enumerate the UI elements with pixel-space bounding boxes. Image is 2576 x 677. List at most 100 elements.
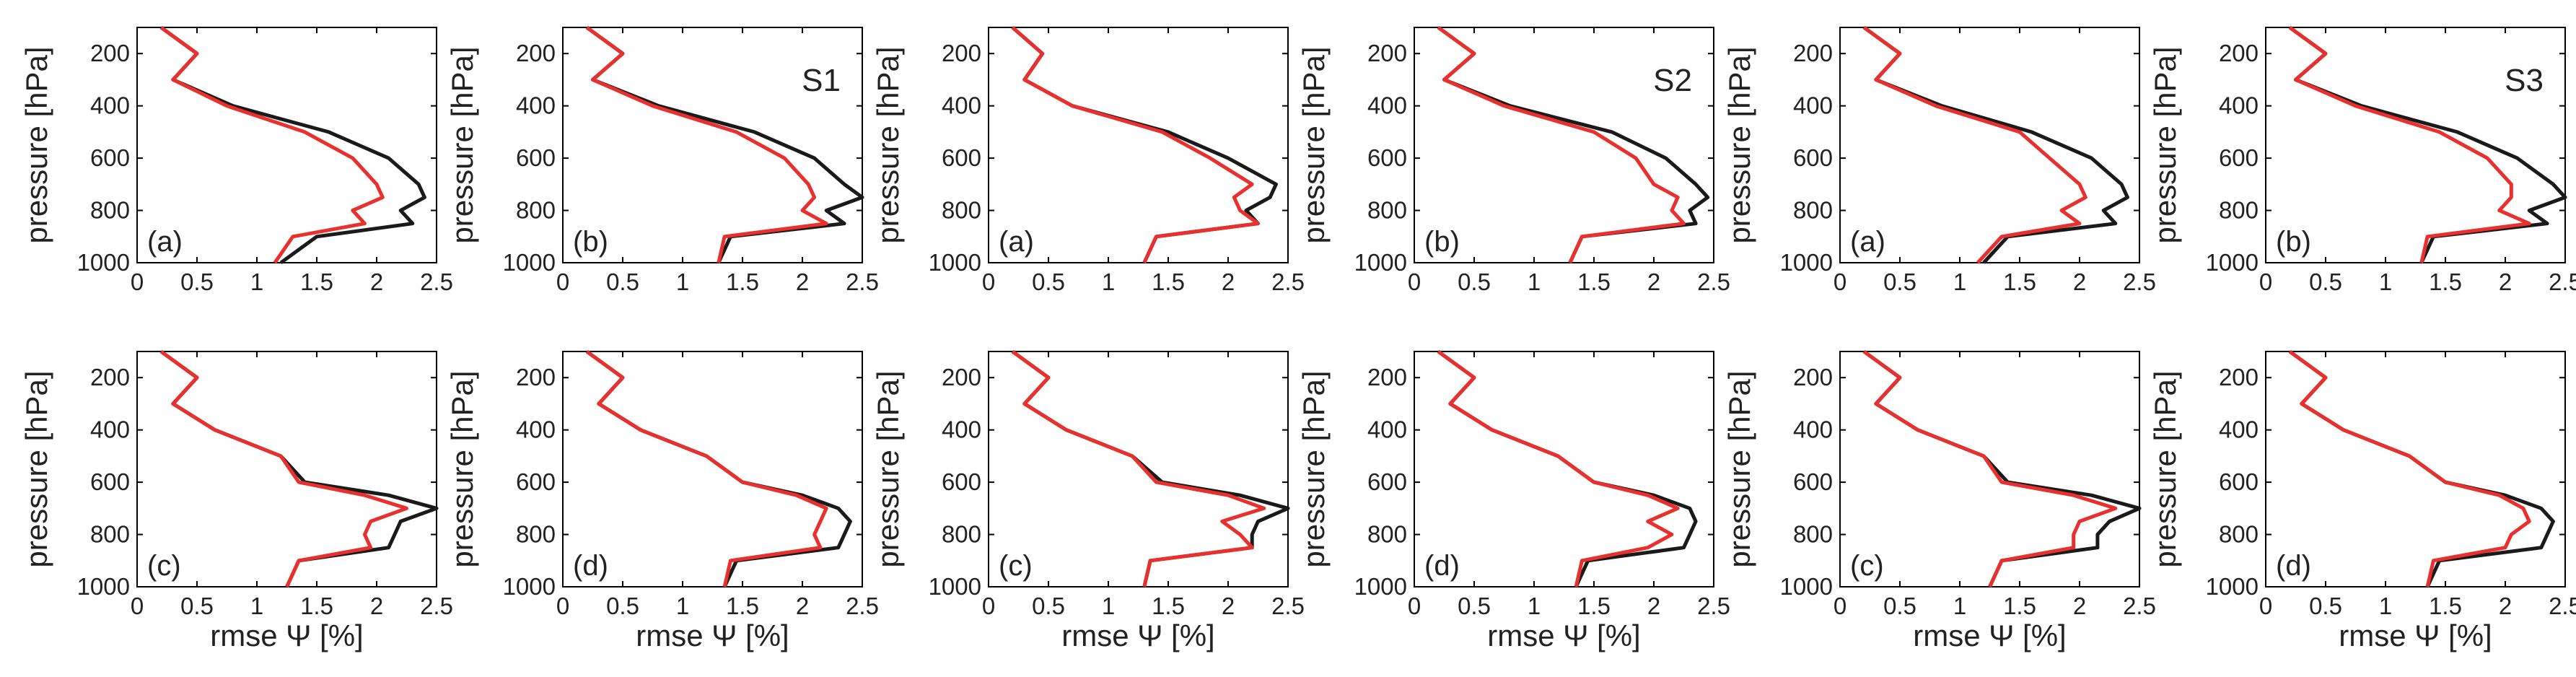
x-axis-label: rmse Ψ [%]	[210, 619, 363, 652]
x-tick-label: 1.5	[2003, 593, 2036, 619]
y-tick-label: 200	[516, 364, 556, 390]
x-tick-label: 0.5	[1883, 268, 1916, 295]
x-tick-label: 1.5	[300, 593, 333, 619]
y-tick-label: 400	[942, 416, 981, 443]
x-axis-label: rmse Ψ [%]	[1487, 619, 1640, 652]
panel-1-5: 0 0.5 1 1.5 2 2.5 200 400 600 800 1000 pressure [hP…	[1722, 25, 2156, 295]
y-tick-label: 200	[2219, 40, 2259, 66]
panel-label: (c)	[1850, 550, 1884, 582]
x-tick-label: 2.5	[2549, 268, 2576, 295]
panel-label: (d)	[573, 550, 608, 582]
y-tick-label: 1000	[929, 573, 981, 600]
panel-label: (d)	[2276, 550, 2311, 582]
x-tick-label: 1	[1528, 268, 1541, 295]
series-line-black	[1011, 349, 1290, 588]
y-tick-label: 200	[1367, 40, 1407, 66]
panel-label: (b)	[573, 226, 608, 258]
y-tick-label: 800	[1367, 197, 1407, 224]
axes-frame	[988, 351, 1289, 588]
y-tick-label: 800	[2219, 197, 2259, 224]
y-tick-label: 200	[942, 40, 981, 66]
x-tick-label: 2.5	[846, 593, 879, 619]
y-axis-label: pressure [hPa]	[445, 46, 479, 243]
x-tick-label: 1.5	[1152, 593, 1185, 619]
y-tick-label: 200	[516, 40, 556, 66]
x-tick-label: 2	[796, 593, 809, 619]
y-tick-label: 600	[516, 144, 556, 171]
x-tick-label: 2.5	[1697, 593, 1730, 619]
x-tick-label: 0	[1834, 593, 1846, 619]
axes-frame	[136, 27, 437, 263]
y-axis-label: pressure [hPa]	[2148, 370, 2182, 567]
set-label: S2	[1653, 63, 1692, 98]
x-tick-label: 1	[1102, 593, 1115, 619]
x-tick-label: 1.5	[2429, 268, 2462, 295]
x-tick-label: 0.5	[180, 268, 214, 295]
y-axis-label: pressure [hPa]	[445, 370, 479, 567]
y-axis-label: pressure [hPa]	[1722, 46, 1756, 243]
y-tick-label: 1000	[2206, 249, 2259, 276]
series-line-red	[1437, 349, 1680, 588]
x-tick-label: 1	[2379, 593, 2392, 619]
x-tick-label: 0.5	[606, 593, 639, 619]
panel-2-2: 0 0.5 1 1.5 2 2.5 200 400 600 800 1000 pressure [hP…	[445, 349, 879, 652]
x-tick-label: 0	[982, 268, 995, 295]
x-tick-label: 0	[2259, 268, 2272, 295]
x-tick-label: 1	[1102, 268, 1115, 295]
panel-label: (c)	[999, 550, 1033, 582]
y-tick-label: 600	[1793, 144, 1833, 171]
x-tick-label: 1	[250, 593, 263, 619]
y-tick-label: 400	[1793, 416, 1833, 443]
y-axis-label: pressure [hPa]	[2148, 46, 2182, 243]
axes-frame	[562, 351, 863, 588]
x-tick-label: 1	[1528, 593, 1541, 619]
x-tick-label: 1	[1953, 268, 1966, 295]
y-axis-label: pressure [hPa]	[1722, 370, 1756, 567]
series-line-red	[1011, 349, 1266, 588]
axes-frame	[1414, 27, 1714, 263]
panel-2-4: 0 0.5 1 1.5 2 2.5 200 400 600 800 1000 pressure [hP…	[1297, 349, 1730, 652]
axes-frame	[1414, 351, 1714, 588]
x-tick-label: 2.5	[1697, 268, 1730, 295]
series-line-red	[159, 349, 408, 588]
x-tick-label: 0	[1834, 268, 1846, 295]
y-tick-label: 1000	[77, 573, 130, 600]
series-line-red	[585, 25, 828, 263]
x-tick-label: 0	[131, 268, 144, 295]
y-tick-label: 400	[1367, 416, 1407, 443]
series-line-red	[1011, 26, 1260, 264]
x-tick-label: 1	[676, 268, 689, 295]
y-tick-label: 1000	[1780, 573, 1833, 600]
panel-label: (b)	[2276, 226, 2311, 258]
axes-frame	[2265, 27, 2566, 263]
x-tick-label: 2	[1647, 593, 1660, 619]
series-line-black	[159, 349, 439, 588]
y-tick-label: 600	[2219, 468, 2259, 495]
series-line-black	[159, 25, 426, 265]
x-tick-label: 0.5	[180, 593, 214, 619]
y-tick-label: 1000	[1354, 573, 1407, 600]
x-tick-label: 0	[1408, 593, 1421, 619]
y-tick-label: 800	[1793, 197, 1833, 224]
x-axis-label: rmse Ψ [%]	[636, 619, 789, 652]
y-tick-label: 800	[516, 197, 556, 224]
panel-1-1: 0 0.5 1 1.5 2 2.5 200 400 600 800 1000 pressure [hP…	[19, 25, 453, 295]
y-tick-label: 200	[1793, 364, 1833, 390]
y-tick-label: 600	[942, 144, 981, 171]
y-axis-label: pressure [hPa]	[1297, 46, 1331, 243]
series-line-red	[1862, 349, 2118, 588]
panel-label: (a)	[1850, 226, 1885, 258]
y-tick-label: 600	[1367, 144, 1407, 171]
x-tick-label: 0.5	[1883, 593, 1916, 619]
x-tick-label: 2	[1222, 268, 1235, 295]
x-tick-label: 2.5	[2123, 593, 2156, 619]
x-tick-label: 2	[2499, 593, 2512, 619]
x-tick-label: 2	[370, 593, 383, 619]
y-axis-label: pressure [hPa]	[19, 46, 53, 243]
y-axis-label: pressure [hPa]	[871, 370, 905, 567]
x-tick-label: 2	[2073, 268, 2086, 295]
x-tick-label: 2.5	[1271, 593, 1305, 619]
x-tick-label: 0	[2259, 593, 2272, 619]
y-tick-label: 600	[516, 468, 556, 495]
y-tick-label: 1000	[77, 249, 130, 276]
